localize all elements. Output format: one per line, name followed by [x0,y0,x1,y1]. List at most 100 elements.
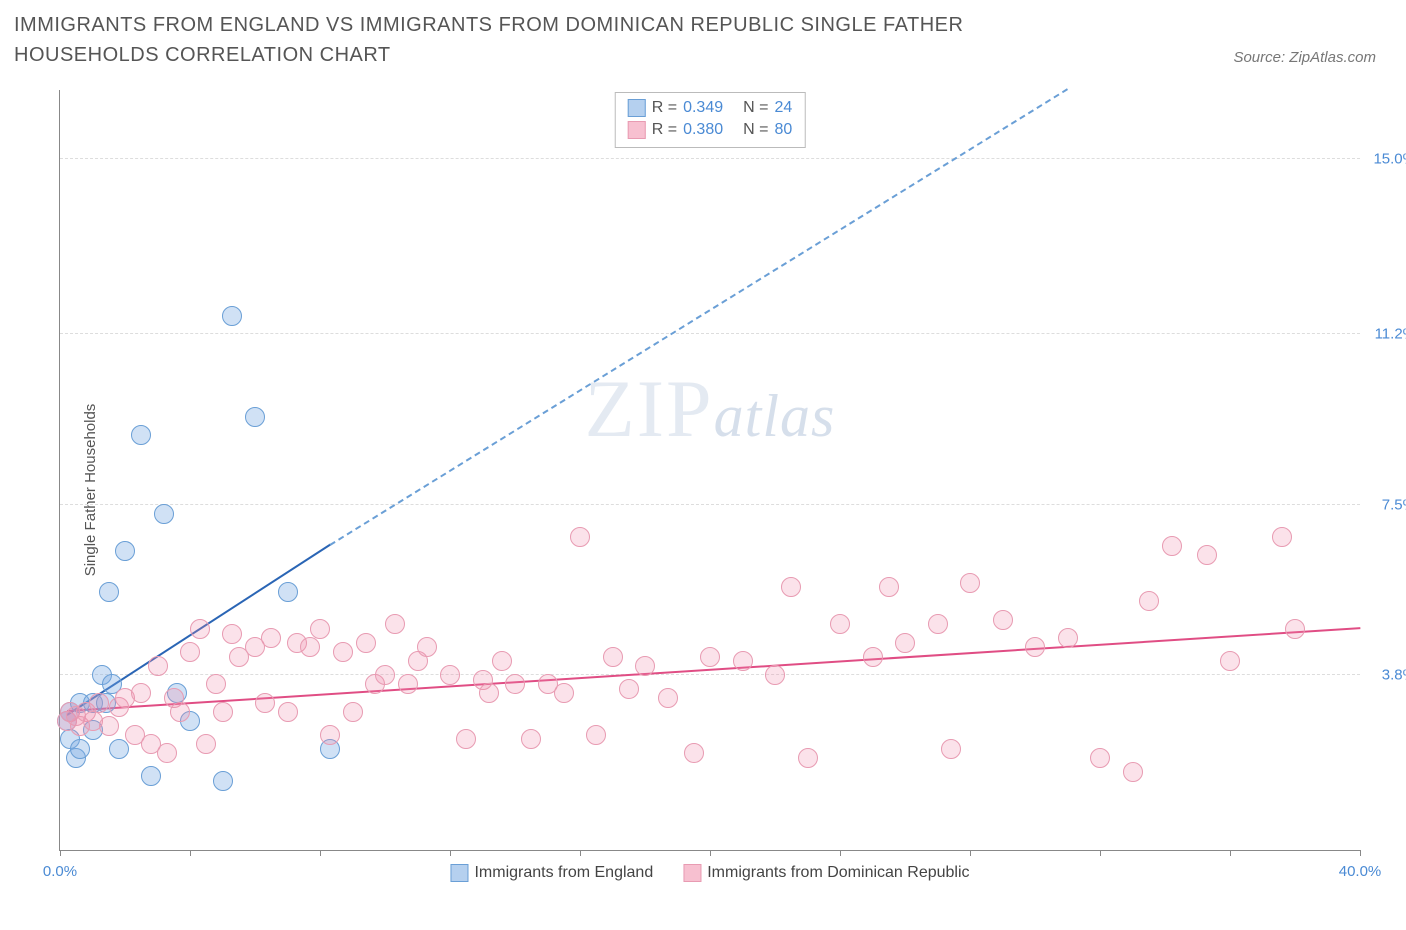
data-point-england [99,582,119,602]
y-tick-label: 11.2% [1366,326,1406,343]
x-tick [320,850,321,856]
legend-item-england: Immigrants from England [450,864,653,882]
data-point-dominican [255,693,275,713]
gridline [60,158,1360,159]
data-point-dominican [261,628,281,648]
data-point-dominican [960,573,980,593]
n-label: N = [743,121,768,139]
data-point-dominican [635,656,655,676]
swatch-pink-icon [683,864,701,882]
x-tick [970,850,971,856]
legend-item-dominican: Immigrants from Dominican Republic [683,864,969,882]
data-point-dominican [196,734,216,754]
chart-title: IMMIGRANTS FROM ENGLAND VS IMMIGRANTS FR… [14,10,1114,70]
source-label: Source: ZipAtlas.com [1233,49,1376,70]
data-point-dominican [343,702,363,722]
r-label: R = [652,121,677,139]
data-point-dominican [333,642,353,662]
data-point-england [245,407,265,427]
data-point-dominican [505,674,525,694]
data-point-dominican [456,729,476,749]
data-point-dominican [417,637,437,657]
data-point-dominican [492,651,512,671]
r-value: 0.380 [683,121,723,139]
x-tick [710,850,711,856]
data-point-dominican [570,527,590,547]
chart-area: Single Father Households ZIPatlas R = 0.… [14,80,1392,900]
y-tick-label: 15.0% [1366,151,1406,168]
data-point-dominican [895,633,915,653]
swatch-pink-icon [628,121,646,139]
data-point-dominican [765,665,785,685]
data-point-dominican [180,642,200,662]
data-point-dominican [733,651,753,671]
data-point-dominican [440,665,460,685]
data-point-dominican [356,633,376,653]
data-point-dominican [99,716,119,736]
data-point-dominican [1123,762,1143,782]
data-point-dominican [700,647,720,667]
data-point-dominican [170,702,190,722]
x-tick [580,850,581,856]
data-point-dominican [190,619,210,639]
r-value: 0.349 [683,99,723,117]
x-tick [1230,850,1231,856]
x-tick [190,850,191,856]
data-point-dominican [320,725,340,745]
watermark-zip: ZIP [585,363,714,454]
data-point-dominican [131,683,151,703]
data-point-dominican [586,725,606,745]
data-point-dominican [1025,637,1045,657]
x-tick [1100,850,1101,856]
x-tick [1360,850,1361,856]
x-tick [450,850,451,856]
n-value: 80 [774,121,792,139]
x-min-label: 0.0% [43,863,77,880]
data-point-england [141,766,161,786]
data-point-england [154,504,174,524]
data-point-england [109,739,129,759]
data-point-dominican [619,679,639,699]
legend-text: Immigrants from Dominican Republic [707,864,969,882]
data-point-dominican [89,693,109,713]
data-point-dominican [830,614,850,634]
trend-line-extrapolated [329,88,1068,546]
data-point-dominican [278,702,298,722]
legend-row-england: R = 0.349 N = 24 [628,97,793,119]
watermark: ZIPatlas [585,362,836,456]
n-value: 24 [774,99,792,117]
data-point-dominican [554,683,574,703]
data-point-england [131,425,151,445]
data-point-dominican [1197,545,1217,565]
data-point-dominican [1220,651,1240,671]
data-point-dominican [941,739,961,759]
data-point-dominican [863,647,883,667]
gridline [60,504,1360,505]
gridline [60,333,1360,334]
data-point-dominican [310,619,330,639]
data-point-dominican [157,743,177,763]
data-point-dominican [993,610,1013,630]
legend-text: Immigrants from England [474,864,653,882]
y-tick-label: 3.8% [1366,666,1406,683]
data-point-dominican [1139,591,1159,611]
data-point-dominican [222,624,242,644]
watermark-atlas: atlas [714,383,836,449]
x-max-label: 40.0% [1339,863,1382,880]
data-point-dominican [300,637,320,657]
data-point-england [115,541,135,561]
swatch-blue-icon [628,99,646,117]
data-point-dominican [1090,748,1110,768]
data-point-dominican [1058,628,1078,648]
data-point-dominican [1272,527,1292,547]
data-point-dominican [1285,619,1305,639]
data-point-dominican [148,656,168,676]
data-point-dominican [206,674,226,694]
data-point-dominican [213,702,233,722]
swatch-blue-icon [450,864,468,882]
data-point-dominican [479,683,499,703]
data-point-dominican [398,674,418,694]
data-point-dominican [385,614,405,634]
data-point-dominican [1162,536,1182,556]
legend-row-dominican: R = 0.380 N = 80 [628,119,793,141]
